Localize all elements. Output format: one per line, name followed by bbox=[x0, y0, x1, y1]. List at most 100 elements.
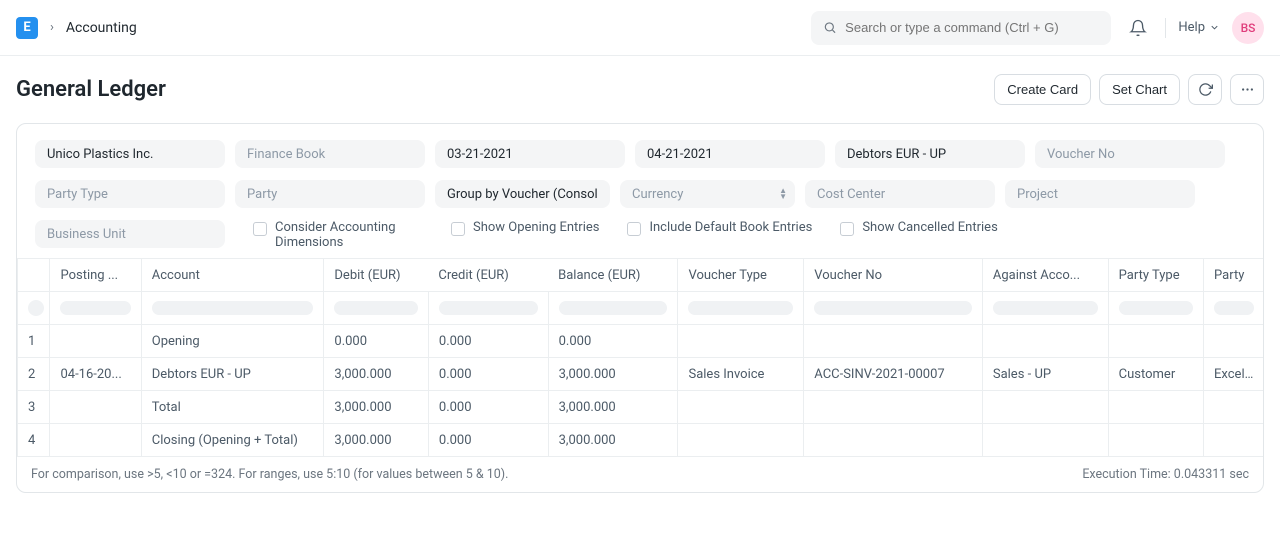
filter-voucher-no[interactable] bbox=[804, 292, 983, 325]
cell-debit: 3,000.000 bbox=[324, 358, 429, 391]
col-debit[interactable]: Debit (EUR) bbox=[324, 259, 429, 292]
cell-debit: 3,000.000 bbox=[324, 424, 429, 457]
business-unit-field[interactable]: Business Unit bbox=[35, 220, 225, 248]
col-party[interactable]: Party bbox=[1204, 259, 1263, 292]
logo[interactable]: E bbox=[16, 17, 38, 39]
avatar[interactable]: BS bbox=[1232, 12, 1264, 44]
divider bbox=[1165, 18, 1166, 38]
table-wrap: Posting ... Account Debit (EUR) Credit (… bbox=[17, 258, 1263, 457]
col-posting[interactable]: Posting ... bbox=[50, 259, 141, 292]
cell-balance: 3,000.000 bbox=[548, 358, 678, 391]
help-button[interactable]: Help bbox=[1178, 20, 1220, 35]
filter-party-type[interactable] bbox=[1108, 292, 1203, 325]
cell-party bbox=[1204, 391, 1263, 424]
topbar: E › Accounting Help BS bbox=[0, 0, 1280, 56]
cell-party-type: Customer bbox=[1108, 358, 1203, 391]
company-field[interactable]: Unico Plastics Inc. bbox=[35, 140, 225, 168]
party-type-field[interactable]: Party Type bbox=[35, 180, 225, 208]
finance-book-field[interactable]: Finance Book bbox=[235, 140, 425, 168]
col-credit[interactable]: Credit (EUR) bbox=[428, 259, 548, 292]
cell-against: Sales - UP bbox=[982, 358, 1108, 391]
account-field[interactable]: Debtors EUR - UP bbox=[835, 140, 1025, 168]
cell-credit: 0.000 bbox=[428, 358, 548, 391]
to-date-field[interactable]: 04-21-2021 bbox=[635, 140, 825, 168]
breadcrumb[interactable]: Accounting bbox=[66, 20, 137, 36]
table-row[interactable]: 3Total3,000.0000.0003,000.000 bbox=[18, 391, 1264, 424]
cell-credit: 0.000 bbox=[428, 325, 548, 358]
col-account[interactable]: Account bbox=[141, 259, 324, 292]
help-label: Help bbox=[1178, 20, 1205, 35]
col-voucher-type[interactable]: Voucher Type bbox=[678, 259, 804, 292]
cell-account: Debtors EUR - UP bbox=[141, 358, 324, 391]
filter-posting[interactable] bbox=[50, 292, 141, 325]
col-against[interactable]: Against Acco... bbox=[982, 259, 1108, 292]
refresh-button[interactable] bbox=[1188, 74, 1222, 105]
currency-field[interactable]: Currency ▲▼ bbox=[620, 180, 795, 208]
filters: Unico Plastics Inc. Finance Book 03-21-2… bbox=[17, 124, 1263, 258]
table-row[interactable]: 4Closing (Opening + Total)3,000.0000.000… bbox=[18, 424, 1264, 457]
filter-idx bbox=[18, 292, 50, 325]
voucher-no-field[interactable]: Voucher No bbox=[1035, 140, 1225, 168]
checkbox-icon bbox=[451, 222, 465, 236]
report-card: Unico Plastics Inc. Finance Book 03-21-2… bbox=[16, 123, 1264, 493]
table-row[interactable]: 1Opening0.0000.0000.000 bbox=[18, 325, 1264, 358]
group-by-field[interactable]: Group by Voucher (Consolidated) bbox=[435, 180, 610, 208]
cell-debit: 3,000.000 bbox=[324, 391, 429, 424]
notifications-button[interactable] bbox=[1123, 13, 1153, 43]
checkbox-label: Show Cancelled Entries bbox=[862, 220, 997, 235]
cell-account: Closing (Opening + Total) bbox=[141, 424, 324, 457]
filter-voucher-type[interactable] bbox=[678, 292, 804, 325]
checkbox-icon bbox=[627, 222, 641, 236]
cost-center-field[interactable]: Cost Center bbox=[805, 180, 995, 208]
party-field[interactable]: Party bbox=[235, 180, 425, 208]
select-carets-icon: ▲▼ bbox=[779, 188, 787, 200]
cell-against bbox=[982, 325, 1108, 358]
project-field[interactable]: Project bbox=[1005, 180, 1195, 208]
col-voucher-no[interactable]: Voucher No bbox=[804, 259, 983, 292]
cell-posting bbox=[50, 424, 141, 457]
set-chart-button[interactable]: Set Chart bbox=[1099, 74, 1180, 105]
dots-icon bbox=[1240, 82, 1255, 97]
checkbox-label: Show Opening Entries bbox=[473, 220, 599, 235]
search-icon bbox=[823, 20, 837, 35]
from-date-field[interactable]: 03-21-2021 bbox=[435, 140, 625, 168]
cell-voucher-type bbox=[678, 391, 804, 424]
consider-dimensions-checkbox[interactable]: Consider Accounting Dimensions bbox=[253, 220, 423, 250]
search-input[interactable] bbox=[845, 20, 1099, 35]
table-filter-row bbox=[18, 292, 1264, 325]
filter-credit[interactable] bbox=[428, 292, 548, 325]
col-party-type[interactable]: Party Type bbox=[1108, 259, 1203, 292]
cell-against bbox=[982, 424, 1108, 457]
menu-button[interactable] bbox=[1230, 74, 1264, 105]
filter-debit[interactable] bbox=[324, 292, 429, 325]
cell-balance: 3,000.000 bbox=[548, 391, 678, 424]
filter-account[interactable] bbox=[141, 292, 324, 325]
execution-time: Execution Time: 0.043311 sec bbox=[1082, 467, 1249, 482]
cell-account: Opening bbox=[141, 325, 324, 358]
page-title: General Ledger bbox=[16, 77, 166, 102]
col-index bbox=[18, 259, 50, 292]
filter-against[interactable] bbox=[982, 292, 1108, 325]
chevron-right-icon: › bbox=[50, 20, 54, 35]
cell-against bbox=[982, 391, 1108, 424]
cell-voucher-no bbox=[804, 424, 983, 457]
checkbox-label: Consider Accounting Dimensions bbox=[275, 220, 423, 250]
ledger-table: Posting ... Account Debit (EUR) Credit (… bbox=[17, 258, 1263, 457]
create-card-button[interactable]: Create Card bbox=[994, 74, 1091, 105]
chevron-down-icon bbox=[1209, 22, 1220, 33]
cell-account: Total bbox=[141, 391, 324, 424]
checkbox-icon bbox=[253, 222, 267, 236]
cell-balance: 0.000 bbox=[548, 325, 678, 358]
filter-party[interactable] bbox=[1204, 292, 1263, 325]
col-balance[interactable]: Balance (EUR) bbox=[548, 259, 678, 292]
show-cancelled-checkbox[interactable]: Show Cancelled Entries bbox=[840, 220, 997, 236]
cell-balance: 3,000.000 bbox=[548, 424, 678, 457]
table-row[interactable]: 204-16-20...Debtors EUR - UP3,000.0000.0… bbox=[18, 358, 1264, 391]
include-default-checkbox[interactable]: Include Default Book Entries bbox=[627, 220, 812, 236]
filter-balance[interactable] bbox=[548, 292, 678, 325]
checkbox-icon bbox=[840, 222, 854, 236]
cell-idx: 3 bbox=[18, 391, 50, 424]
global-search[interactable] bbox=[811, 11, 1111, 45]
refresh-icon bbox=[1198, 82, 1213, 97]
show-opening-checkbox[interactable]: Show Opening Entries bbox=[451, 220, 599, 236]
